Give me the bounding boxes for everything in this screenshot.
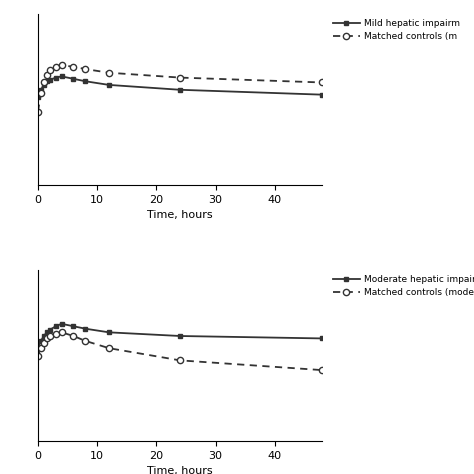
Moderate hepatic impair xyxy=(44,329,50,335)
Matched controls (m xyxy=(35,109,41,115)
Moderate hepatic impair xyxy=(41,333,46,339)
Matched controls (m xyxy=(38,91,44,96)
Moderate hepatic impair xyxy=(71,323,76,329)
Matched controls (m xyxy=(71,64,76,70)
Mild hepatic impairm xyxy=(106,82,112,88)
Matched controls (m xyxy=(82,66,88,72)
Moderate hepatic impair xyxy=(82,326,88,331)
Line: Mild hepatic impairm: Mild hepatic impairm xyxy=(36,74,325,100)
Matched controls (m xyxy=(44,73,50,78)
Matched controls (m xyxy=(53,64,59,70)
Mild hepatic impairm xyxy=(47,77,53,83)
Matched controls (mode xyxy=(177,357,183,363)
Line: Moderate hepatic impair: Moderate hepatic impair xyxy=(36,321,325,351)
Matched controls (m xyxy=(59,63,64,68)
Moderate hepatic impair xyxy=(53,323,59,329)
Matched controls (mode xyxy=(319,367,325,373)
Moderate hepatic impair xyxy=(106,329,112,335)
Matched controls (mode xyxy=(35,353,41,358)
Moderate hepatic impair xyxy=(38,338,44,344)
Mild hepatic impairm xyxy=(41,82,46,88)
Legend: Moderate hepatic impair, Matched controls (mode: Moderate hepatic impair, Matched control… xyxy=(333,275,474,297)
Matched controls (mode xyxy=(71,333,76,339)
Mild hepatic impairm xyxy=(44,78,50,84)
Mild hepatic impairm xyxy=(82,78,88,84)
Matched controls (m xyxy=(177,75,183,81)
Matched controls (mode xyxy=(44,336,50,341)
Mild hepatic impairm xyxy=(177,87,183,92)
Moderate hepatic impair xyxy=(47,327,53,333)
Moderate hepatic impair xyxy=(177,333,183,339)
Mild hepatic impairm xyxy=(59,73,64,79)
Matched controls (mode xyxy=(47,333,53,339)
Matched controls (mode xyxy=(106,346,112,351)
Matched controls (m xyxy=(41,80,46,85)
Legend: Mild hepatic impairm, Matched controls (m: Mild hepatic impairm, Matched controls (… xyxy=(333,19,460,41)
Matched controls (mode xyxy=(41,340,46,346)
Matched controls (mode xyxy=(53,331,59,337)
Moderate hepatic impair xyxy=(319,336,325,341)
Line: Matched controls (m: Matched controls (m xyxy=(35,62,326,115)
X-axis label: Time, hours: Time, hours xyxy=(147,466,213,474)
Mild hepatic impairm xyxy=(35,94,41,100)
Mild hepatic impairm xyxy=(319,92,325,98)
Matched controls (mode xyxy=(38,346,44,351)
Matched controls (mode xyxy=(59,329,64,335)
Matched controls (m xyxy=(106,70,112,75)
X-axis label: Time, hours: Time, hours xyxy=(147,210,213,220)
Mild hepatic impairm xyxy=(53,75,59,81)
Matched controls (m xyxy=(47,67,53,73)
Matched controls (mode xyxy=(82,338,88,344)
Mild hepatic impairm xyxy=(38,87,44,92)
Moderate hepatic impair xyxy=(35,346,41,351)
Mild hepatic impairm xyxy=(71,76,76,82)
Moderate hepatic impair xyxy=(59,321,64,327)
Line: Matched controls (mode: Matched controls (mode xyxy=(35,329,326,373)
Matched controls (m xyxy=(319,80,325,85)
